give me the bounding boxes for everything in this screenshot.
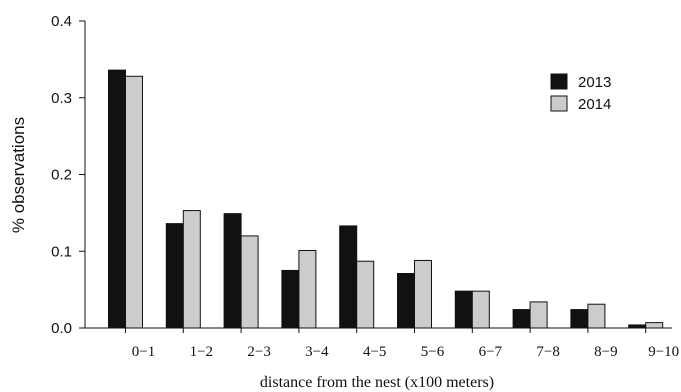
bar-2014	[240, 235, 259, 329]
legend-swatch-2013	[550, 73, 568, 90]
bar-2014	[414, 259, 432, 329]
bar-2014	[125, 75, 143, 329]
x-axis-label: distance from the nest (x100 meters)	[260, 374, 494, 391]
bar-2013	[512, 309, 531, 329]
bar-2013	[223, 213, 242, 329]
legend-label-2013: 2013	[578, 74, 611, 91]
x-tick-label: 9−10	[648, 344, 679, 360]
bar-2014	[529, 301, 548, 329]
x-tick-label: 0−1	[132, 344, 155, 360]
bars-layer	[108, 69, 664, 329]
x-tick-label: 5−6	[421, 344, 445, 360]
bar-2014	[356, 260, 375, 329]
bar-2013	[108, 69, 126, 329]
x-tick-label: 6−7	[479, 344, 503, 360]
bar-2014	[298, 249, 317, 329]
y-axis-label: % observations	[9, 117, 28, 233]
x-tick-label: 8−9	[594, 344, 617, 360]
legend-swatch-2014	[550, 95, 568, 112]
y-tick-label: 0.0	[51, 320, 72, 337]
y-tick-label: 0.3	[51, 90, 72, 107]
bar-2014	[471, 290, 490, 329]
legend: 2013 2014	[550, 73, 611, 113]
bar-2013	[281, 269, 300, 329]
bar-2014	[182, 210, 201, 329]
x-ticks: 0−1 1−2 2−3 3−4 4−5 5−6 6−7 7−8 8−9 9−10	[125, 328, 679, 360]
bar-2014	[645, 322, 664, 329]
legend-label-2014: 2014	[578, 96, 611, 113]
bar-2013	[454, 290, 473, 329]
x-tick-label: 1−2	[190, 344, 213, 360]
bar-2013	[570, 309, 589, 329]
y-tick-label: 0.2	[51, 167, 72, 184]
x-tick-label: 2−3	[247, 344, 270, 360]
x-tick-label: 3−4	[305, 344, 329, 360]
x-tick-label: 4−5	[363, 344, 386, 360]
y-tick-label: 0.1	[51, 243, 72, 260]
y-tick-label: 0.4	[51, 13, 72, 30]
y-ticks: 0.0 0.1 0.2 0.3 0.4	[51, 13, 85, 337]
bar-2013	[397, 273, 415, 329]
x-tick-label: 7−8	[536, 344, 559, 360]
bar-2013	[165, 223, 184, 329]
bar-2013	[339, 225, 358, 329]
bar-2014	[587, 303, 606, 329]
